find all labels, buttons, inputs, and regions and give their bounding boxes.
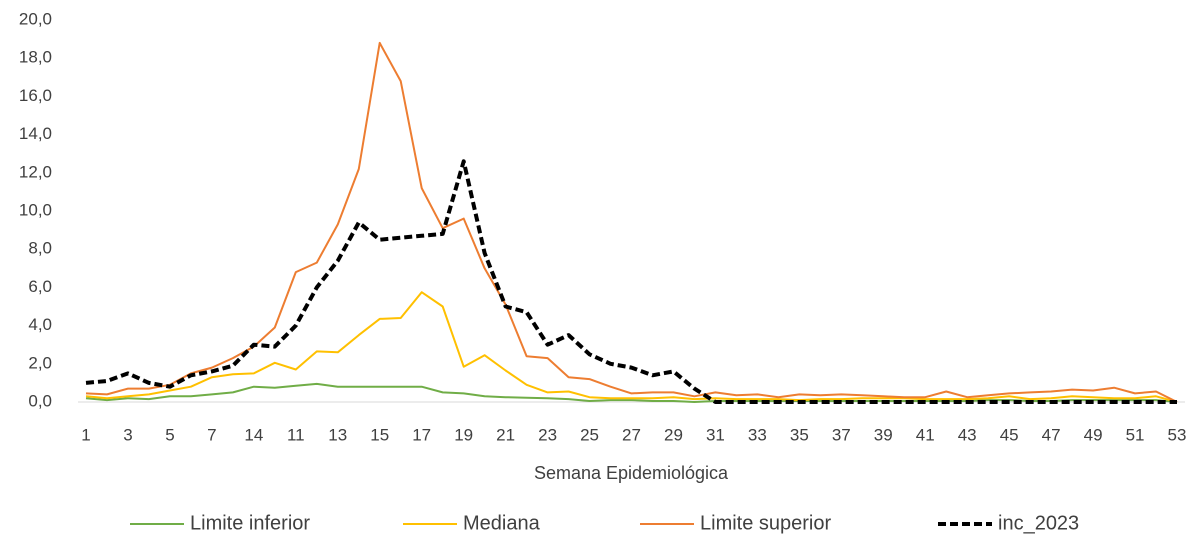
y-tick-label: 18,0 [19,48,52,67]
x-tick-label: 13 [328,425,347,444]
x-tick-label: 45 [1000,425,1019,444]
y-tick-label: 16,0 [19,86,52,105]
x-tick-label: 11 [287,425,305,444]
x-tick-label: 7 [207,425,216,444]
legend-label: Mediana [463,512,541,534]
x-tick-label: 1 [81,425,90,444]
y-tick-label: 8,0 [28,239,52,258]
series-line [85,291,1178,403]
x-tick-label: 14 [244,425,263,444]
legend-label: Limite inferior [190,512,310,534]
x-tick-label: 51 [1126,425,1145,444]
legend-label: Limite superior [700,512,832,534]
x-tick-label: 43 [958,425,977,444]
y-tick-label: 10,0 [19,200,52,219]
y-tick-label: 2,0 [28,353,52,372]
x-tick-label: 29 [664,425,683,444]
x-tick-label: 37 [832,425,851,444]
y-tick-label: 0,0 [28,391,52,410]
y-tick-label: 14,0 [19,124,52,143]
x-tick-label: 31 [706,425,725,444]
x-axis-title: Semana Epidemiológica [534,463,729,483]
y-tick-label: 4,0 [28,315,52,334]
legend-label: inc_2023 [998,512,1079,534]
x-tick-label: 47 [1042,425,1061,444]
x-tick-label: 41 [916,425,935,444]
x-tick-label: 49 [1084,425,1103,444]
x-tick-label: 53 [1168,425,1187,444]
x-tick-label: 21 [496,425,515,444]
x-tick-label: 39 [874,425,893,444]
x-tick-label: 5 [165,425,174,444]
x-tick-label: 35 [790,425,809,444]
series-line [85,41,1178,403]
x-tick-label: 17 [412,425,431,444]
x-tick-label: 33 [748,425,767,444]
series-line [85,159,1177,404]
x-tick-label: 25 [580,425,599,444]
x-tick-label: 23 [538,425,557,444]
x-tick-label: 15 [370,425,389,444]
x-tick-label: 27 [622,425,641,444]
x-tick-label: 3 [123,425,132,444]
y-tick-label: 12,0 [19,162,52,181]
x-tick-label: 19 [454,425,473,444]
y-tick-label: 20,0 [19,9,52,28]
y-tick-label: 6,0 [28,277,52,296]
